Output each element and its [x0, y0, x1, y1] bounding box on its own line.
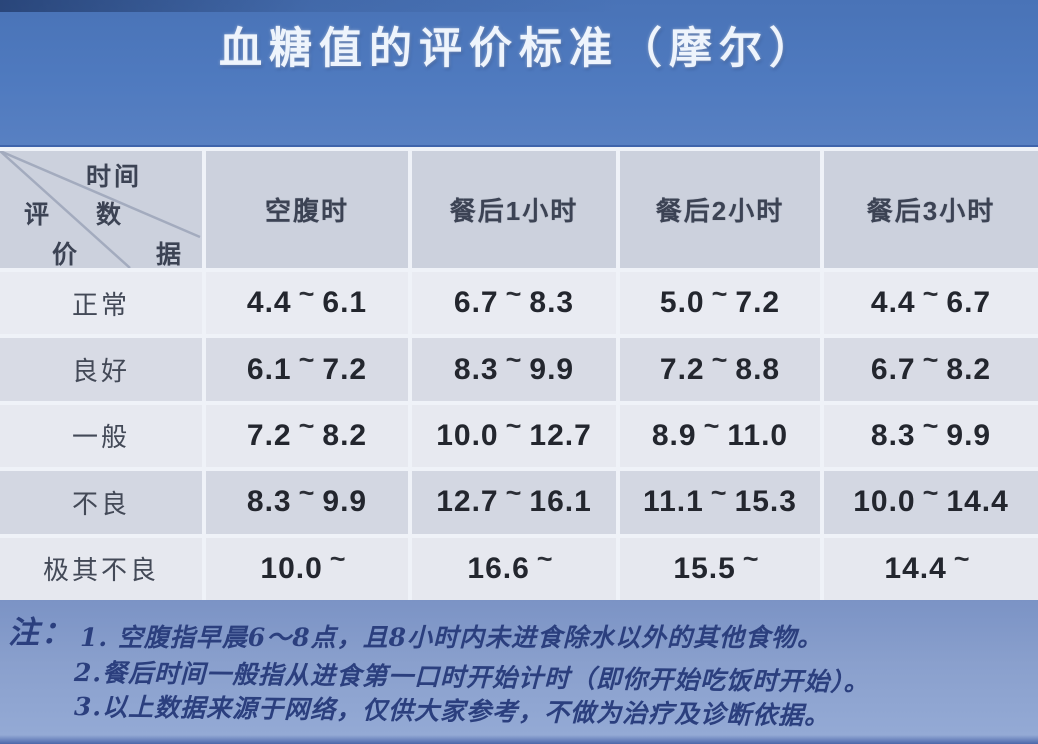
diagonal-divider-lines — [0, 151, 201, 268]
value-cell: 5.0 ~7.2 — [620, 272, 820, 335]
value-cell: 8.3 ~9.9 — [824, 404, 1038, 468]
value-cell: 16.6 ~ — [412, 537, 616, 600]
range-tilde: ~ — [710, 477, 728, 508]
range-tilde: ~ — [922, 345, 940, 376]
row-label: 极其不良 — [0, 537, 202, 600]
column-header-1h-postmeal: 餐后1小时 — [412, 151, 616, 268]
row-label: 一般 — [0, 404, 202, 468]
range-tilde: ~ — [329, 544, 347, 575]
value-cell: 6.7 ~8.2 — [824, 338, 1038, 401]
page-title: 血糖值的评价标准（摩尔） — [219, 25, 819, 73]
footnote-line-1: 注： 1. 空腹指早晨6～8点，且8小时内未进食除水以外的其他食物。 — [8, 616, 1038, 656]
value-cell: 7.2 ~8.8 — [620, 338, 820, 401]
value-cell: 15.5 ~ — [620, 537, 820, 600]
range-tilde: ~ — [505, 411, 523, 442]
range-tilde: ~ — [922, 278, 940, 309]
value-cell: 8.3 ~9.9 — [206, 471, 408, 534]
value-cell: 4.4 ~6.1 — [206, 272, 408, 335]
column-header-3h-postmeal: 餐后3小时 — [824, 151, 1038, 268]
note-item-1: 1. 空腹指早晨6～8点，且8小时内未进食除水以外的其他食物。 — [80, 623, 823, 652]
value-cell: 6.1 ~7.2 — [206, 338, 408, 401]
value-cell: 7.2 ~8.2 — [206, 404, 408, 468]
range-tilde: ~ — [703, 411, 721, 442]
corner-label-data-char2: 据 — [156, 241, 182, 269]
range-tilde: ~ — [505, 278, 523, 309]
value-cell: 12.7 ~16.1 — [412, 471, 616, 534]
corner-label-data-char1: 数 — [96, 201, 122, 229]
range-tilde: ~ — [536, 544, 554, 575]
row-label: 良好 — [0, 338, 202, 401]
value-cell: 8.3 ~9.9 — [412, 338, 616, 401]
range-tilde: ~ — [711, 278, 729, 309]
column-header-2h-postmeal: 餐后2小时 — [620, 151, 820, 268]
corner-label-eval-char2: 价 — [52, 241, 78, 269]
title-banner: 血糖值的评价标准（摩尔） — [0, 0, 1038, 145]
value-cell: 14.4 ~ — [824, 537, 1038, 600]
column-header-fasting: 空腹时 — [206, 151, 408, 268]
range-tilde: ~ — [953, 544, 971, 575]
footnotes-section: 注： 1. 空腹指早晨6～8点，且8小时内未进食除水以外的其他食物。 2.餐后时… — [0, 600, 1038, 744]
note-marker: 注： — [8, 615, 74, 651]
range-tilde: ~ — [298, 477, 316, 508]
value-cell: 4.4 ~6.7 — [824, 272, 1038, 335]
value-cell: 11.1 ~15.3 — [620, 471, 820, 534]
range-tilde: ~ — [922, 411, 940, 442]
value-cell: 10.0 ~ — [206, 537, 408, 600]
row-label: 正常 — [0, 272, 202, 335]
range-tilde: ~ — [298, 278, 316, 309]
row-label: 不良 — [0, 471, 202, 534]
table-corner-cell: 时间 数 据 评 价 — [0, 151, 202, 269]
range-tilde: ~ — [505, 477, 523, 508]
range-tilde: ~ — [711, 345, 729, 376]
range-tilde: ~ — [298, 345, 316, 376]
value-cell: 10.0 ~14.4 — [824, 471, 1038, 534]
range-tilde: ~ — [505, 345, 523, 376]
corner-label-eval-char1: 评 — [24, 201, 50, 229]
range-tilde: ~ — [922, 477, 940, 508]
range-tilde: ~ — [298, 411, 316, 442]
value-cell: 8.9 ~11.0 — [620, 404, 820, 468]
range-tilde: ~ — [742, 544, 760, 575]
glucose-evaluation-table: 时间 数 据 评 价 空腹时 餐后1小时 餐后2小时 餐后3小时 正常 4.4 ~6… — [0, 145, 1038, 600]
value-cell: 6.7 ~8.3 — [412, 272, 616, 335]
corner-label-time: 时间 — [86, 163, 143, 191]
value-cell: 10.0 ~12.7 — [412, 404, 616, 468]
